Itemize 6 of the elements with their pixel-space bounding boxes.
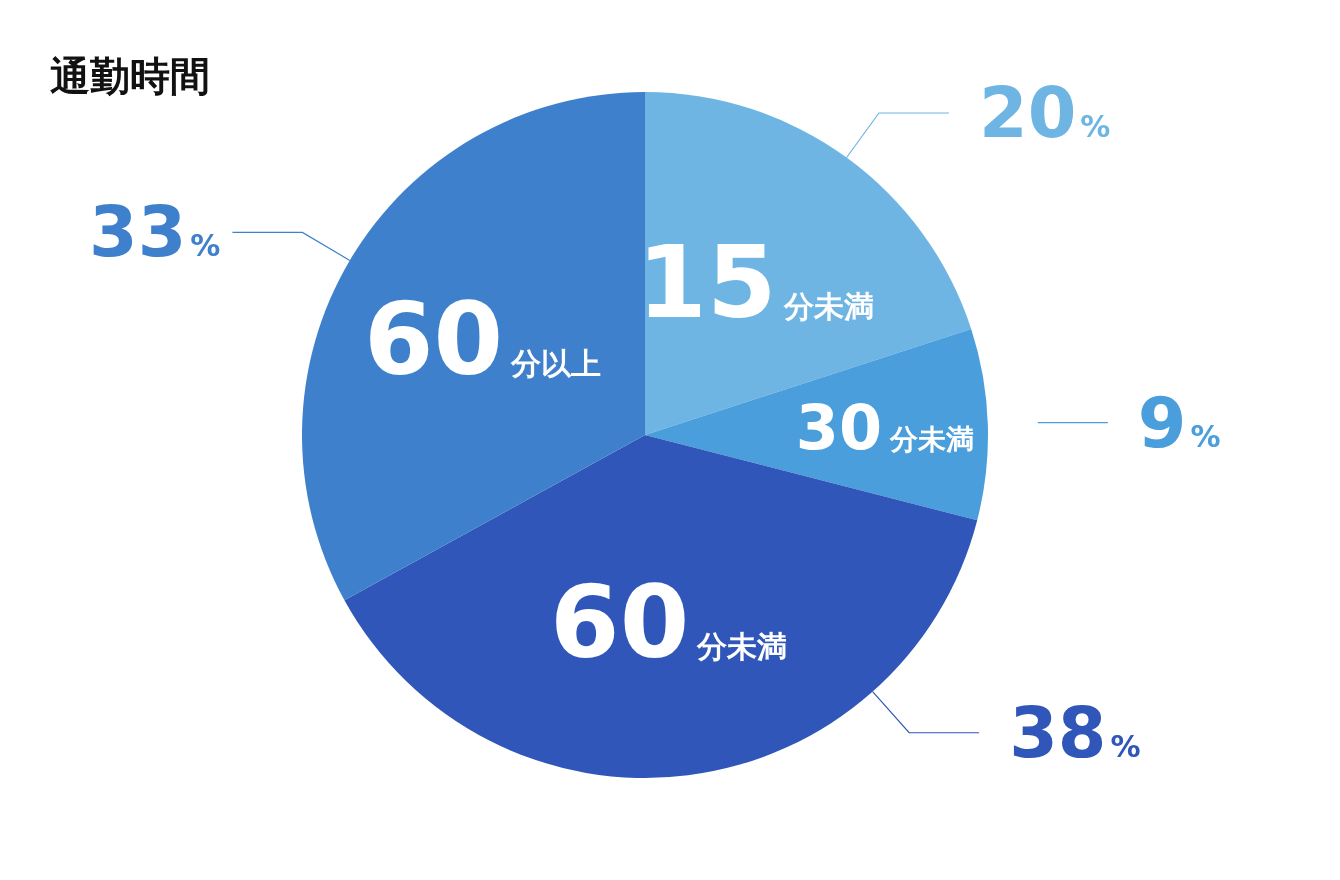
- data-label: 33%: [88, 191, 221, 274]
- data-label: 9%: [1137, 381, 1221, 464]
- data-label: 20%: [978, 72, 1111, 155]
- pie-slice: [645, 329, 988, 521]
- chart-title: 通勤時間: [50, 53, 210, 99]
- data-label: 38%: [1009, 691, 1141, 774]
